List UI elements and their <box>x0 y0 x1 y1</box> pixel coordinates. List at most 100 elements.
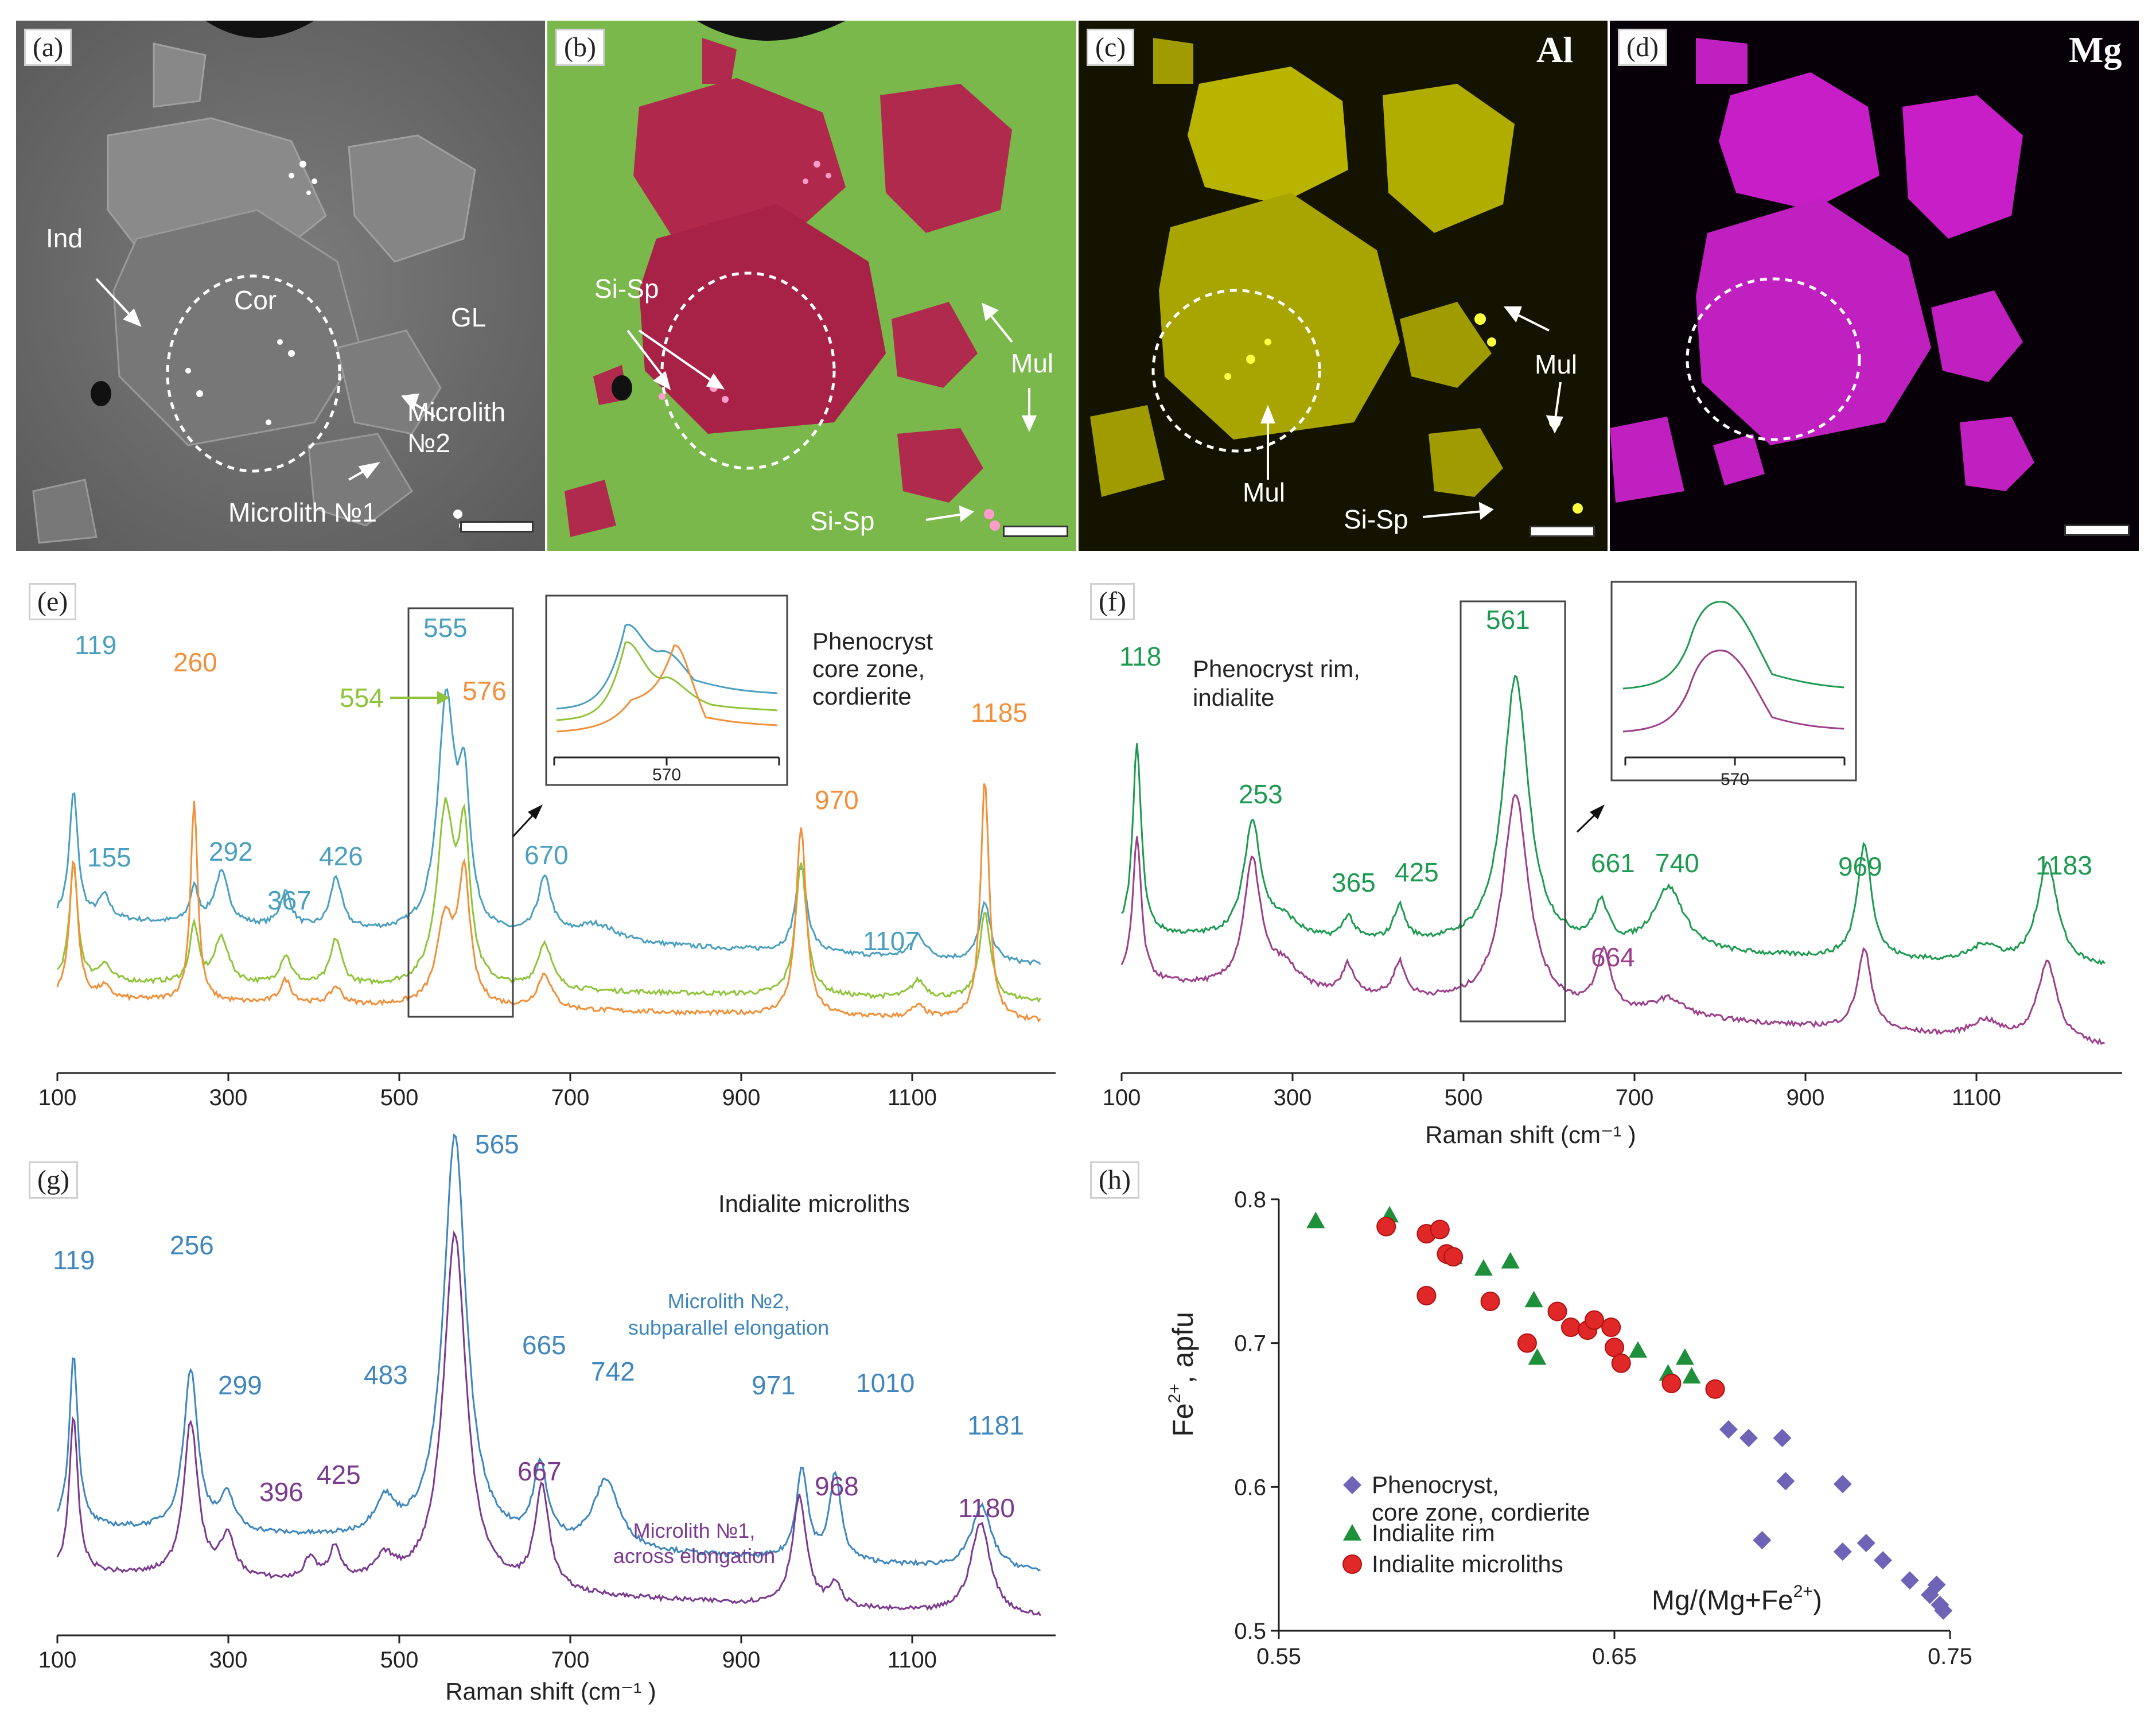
zoom-box <box>407 607 514 1018</box>
point-circle <box>1611 1353 1631 1373</box>
point-triangle <box>1474 1259 1493 1276</box>
peak-396: 396 <box>259 1477 303 1507</box>
peak-253: 253 <box>1239 779 1283 809</box>
inset-tick: 570 <box>652 765 681 784</box>
peak-260: 260 <box>173 647 217 677</box>
point-diamond <box>1900 1571 1919 1590</box>
label-si-sp-2: Si-Sp <box>810 506 875 536</box>
peak-740: 740 <box>1655 848 1699 878</box>
point-diamond <box>1739 1429 1758 1448</box>
spectra-g-title: Indialite microliths <box>718 1190 910 1217</box>
x-tick-label: 1100 <box>1952 1085 2001 1110</box>
peak-483: 483 <box>364 1360 408 1390</box>
legend-marker-diamond <box>1343 1476 1361 1494</box>
x-tick-label: 1100 <box>888 1647 937 1673</box>
peak-1107: 1107 <box>863 926 920 956</box>
x-tick-label: 700 <box>1616 1085 1654 1110</box>
panel-a: (a) Ind Cor GL Microlith №2 Microlith №1 <box>16 21 545 551</box>
panel-c: (c) Al Mul Mul Si-Sp <box>1079 21 1608 551</box>
point-diamond <box>1927 1575 1946 1594</box>
x-tick-label: 500 <box>1445 1085 1483 1110</box>
peak-971: 971 <box>752 1370 796 1400</box>
mg-map-image <box>1610 21 2139 551</box>
x-tick-label: 500 <box>380 1085 419 1110</box>
label-mul: Mul <box>1011 348 1054 378</box>
point-diamond <box>1833 1475 1852 1494</box>
point-circle <box>1430 1219 1450 1239</box>
legend-marker-circle <box>1342 1554 1362 1574</box>
peak-661: 661 <box>1591 848 1635 878</box>
point-diamond <box>1773 1429 1792 1448</box>
x-tick-label: 100 <box>38 1085 77 1110</box>
x-tick-label: 0.55 <box>1256 1644 1301 1669</box>
peak-969: 969 <box>1838 852 1882 881</box>
x-tick-label: 100 <box>1103 1085 1141 1110</box>
panel-e-tag: (e) <box>29 583 77 620</box>
element-al: Al <box>1536 29 1573 70</box>
scale-bar <box>460 521 534 532</box>
label-mul-1: Mul <box>1535 349 1578 379</box>
label-microlith-2: Microlith №2 <box>407 397 506 458</box>
label-cor: Cor <box>234 285 277 315</box>
spectra-f: 100 300 500 700 900 1100 570 118 253 365 425 … <box>1103 581 2122 1148</box>
peak-664: 664 <box>1591 942 1635 972</box>
point-triangle <box>1528 1348 1547 1365</box>
peak-565: 565 <box>475 1129 519 1159</box>
point-circle <box>1705 1379 1725 1399</box>
peak-667: 667 <box>517 1456 562 1486</box>
inset-e: 570 <box>545 594 788 786</box>
peak-670: 670 <box>524 840 569 870</box>
label-gl: GL <box>451 302 487 332</box>
panel-d-tag: (d) <box>1618 29 1667 66</box>
x-tick-label: 1100 <box>888 1085 937 1110</box>
point-circle <box>1661 1373 1682 1393</box>
x-tick-label: 0.65 <box>1592 1644 1637 1669</box>
peak-labels-green: 118 253 365 425 561 661 740 969 1183 <box>1119 605 2092 897</box>
x-tick-label: 700 <box>551 1647 590 1673</box>
x-tick-label: 900 <box>1787 1085 1825 1110</box>
spectrum-teal <box>56 688 1041 966</box>
x-tick-label: 300 <box>1274 1085 1312 1110</box>
point-triangle <box>1628 1341 1647 1358</box>
scale-bar <box>1530 526 1595 537</box>
label-mul-2: Mul <box>1243 477 1286 507</box>
y-axis-label: Fe2+, apfu <box>1165 1312 1199 1437</box>
point-circle <box>1517 1333 1537 1353</box>
x-tick-label: 100 <box>38 1647 77 1673</box>
point-circle <box>1601 1317 1621 1338</box>
x-tick-label: 700 <box>551 1085 590 1110</box>
point-diamond <box>1857 1534 1875 1553</box>
legend: Phenocryst, core zone, cordieriteIndialit… <box>1342 1471 1590 1577</box>
peak-1010: 1010 <box>856 1368 914 1398</box>
peak-1183: 1183 <box>2036 850 2092 880</box>
peak-292: 292 <box>209 837 253 866</box>
point-triangle <box>1524 1290 1543 1308</box>
peak-155: 155 <box>87 842 131 872</box>
peak-425: 425 <box>317 1460 361 1490</box>
peak-1181: 1181 <box>967 1410 1024 1440</box>
peak-labels-teal: 119 155 292 367 426 555 670 1107 <box>75 613 920 956</box>
spectrum-green <box>1120 674 2106 966</box>
microlith-2-label: Microlith №2, subparallel elongation <box>628 1289 829 1339</box>
peak-426: 426 <box>319 841 363 871</box>
point-diamond <box>1874 1551 1892 1570</box>
panel-a-tag: (a) <box>24 29 72 66</box>
x-tick-label: 300 <box>209 1647 248 1673</box>
panel-g-tag: (g) <box>29 1161 78 1199</box>
panel-b-tag: (b) <box>555 29 605 66</box>
spectrum-magenta <box>1120 794 2105 1045</box>
spectra-g: 100 300 500 700 900 1100 Indialite microliths… <box>38 1129 1056 1705</box>
point-triangle <box>1306 1211 1325 1229</box>
legend-label-triangle: Indialite rim <box>1372 1519 1495 1546</box>
point-diamond <box>1719 1420 1738 1439</box>
point-circle <box>1443 1247 1464 1267</box>
peak-labels-purple: 396 425 667 968 1180 <box>259 1456 1015 1523</box>
spectrum-blue <box>56 1133 1041 1572</box>
point-diamond <box>1833 1542 1852 1561</box>
peak-119: 119 <box>53 1245 95 1275</box>
spectra-e-title: Phenocryst core zone, cordierite <box>812 628 933 710</box>
peak-970: 970 <box>815 785 859 815</box>
peak-561: 561 <box>1486 605 1530 635</box>
peak-labels-blue: 119 256 299 483 565 665 742 971 1010 118… <box>53 1129 1024 1440</box>
label-ind: Ind <box>46 223 83 253</box>
